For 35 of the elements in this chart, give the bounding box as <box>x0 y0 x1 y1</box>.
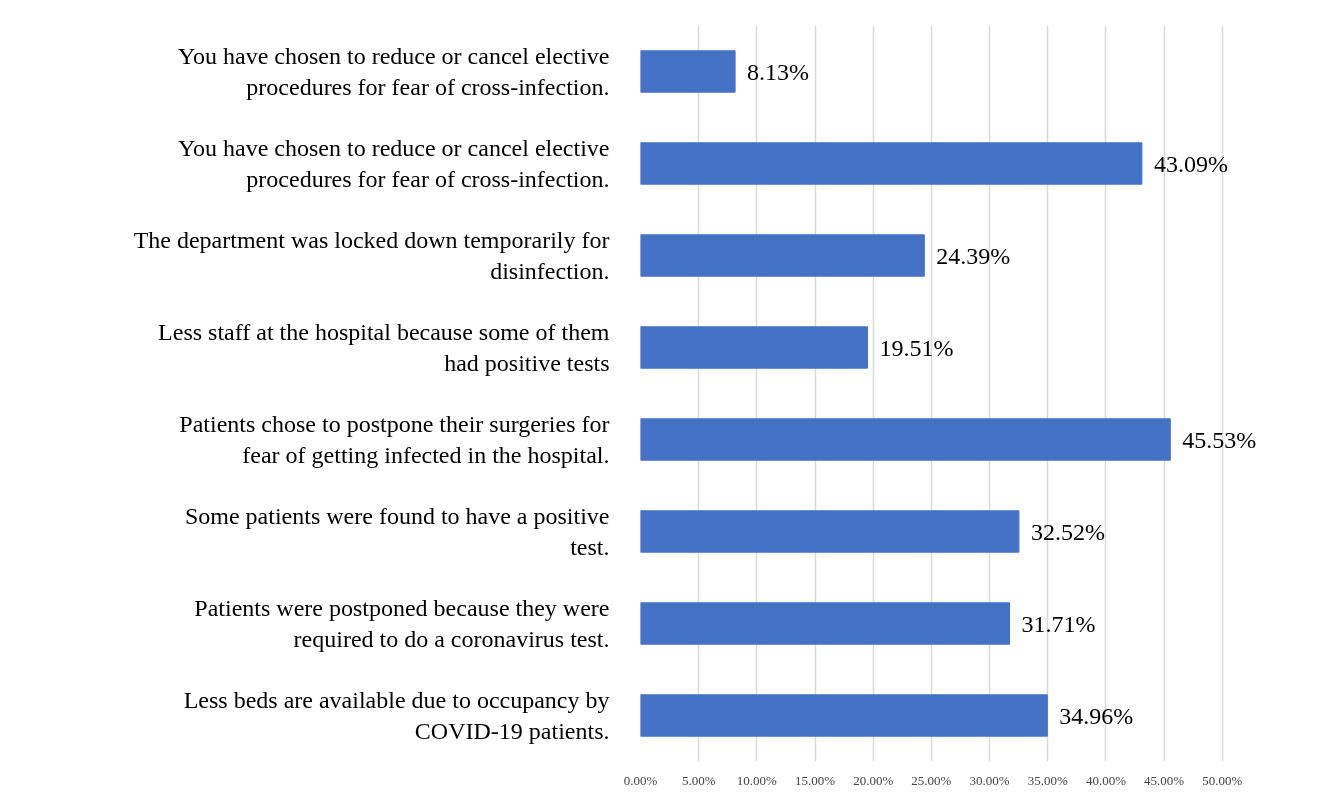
data-label: 34.96% <box>1059 702 1134 729</box>
x-tick-label: 15.00% <box>795 772 836 788</box>
x-tick-label: 20.00% <box>853 772 894 788</box>
x-tick-label: 35.00% <box>1027 772 1068 788</box>
y-tick-label: Patients chose to postpone their surgeries for fear of getting infected in the hospital. <box>179 410 610 469</box>
y-tick-label: You have chosen to reduce or cancel elective procedures for fear of cross-infection. <box>178 42 610 101</box>
data-label: 32.52% <box>1030 518 1105 545</box>
bar <box>640 142 1143 185</box>
y-tick-label: The department was locked down temporarily for disinfection. <box>133 226 610 285</box>
bar <box>640 418 1171 461</box>
data-label: 8.13% <box>747 58 810 85</box>
y-tick-label: Less staff at the hospital because some of them had positive tests <box>158 318 610 377</box>
y-tick-label: Less beds are available due to occupancy by COVID-19 patients. <box>183 686 610 745</box>
x-tick-label: 25.00% <box>911 772 952 788</box>
data-label: 31.71% <box>1021 610 1096 637</box>
bar <box>640 602 1010 645</box>
y-tick-label: You have chosen to reduce or cancel elective procedures for fear of cross-infection. <box>178 134 610 193</box>
x-tick-label: 45.00% <box>1144 772 1185 788</box>
x-tick-label: 0.00% <box>623 772 658 788</box>
y-tick-label: Patients were postponed because they were required to do a coronavirus test. <box>194 594 610 653</box>
data-label: 43.09% <box>1153 150 1228 177</box>
bar <box>640 510 1020 553</box>
y-tick-label: Some patients were found to have a positive test. <box>184 502 610 561</box>
bar <box>640 694 1048 737</box>
x-tick-label: 5.00% <box>681 772 716 788</box>
x-tick-label: 30.00% <box>969 772 1010 788</box>
bar <box>640 234 925 277</box>
data-label: 19.51% <box>879 334 954 361</box>
data-label: 24.39% <box>936 242 1011 269</box>
x-tick-label: 50.00% <box>1202 772 1243 788</box>
data-label: 45.53% <box>1182 426 1257 453</box>
bar <box>640 326 869 369</box>
x-tick-label: 40.00% <box>1085 772 1127 788</box>
bar <box>640 50 736 93</box>
x-tick-label: 10.00% <box>736 772 778 788</box>
